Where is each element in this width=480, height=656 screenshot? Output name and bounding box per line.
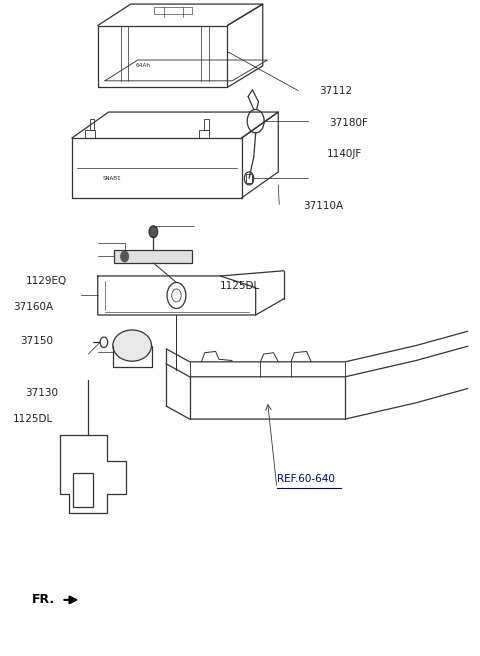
Bar: [246, 174, 252, 183]
Ellipse shape: [113, 330, 152, 361]
Circle shape: [121, 251, 128, 262]
Bar: [199, 131, 209, 138]
Bar: [90, 119, 95, 131]
Text: 37112: 37112: [319, 85, 352, 96]
Text: REF.60-640: REF.60-640: [277, 474, 335, 484]
Text: 1125DL: 1125DL: [220, 281, 261, 291]
Text: 37160A: 37160A: [13, 302, 53, 312]
Bar: [204, 119, 208, 131]
Text: 1125DL: 1125DL: [12, 414, 53, 424]
Circle shape: [149, 226, 157, 237]
Text: SNABI: SNABI: [102, 176, 121, 181]
Bar: [114, 250, 192, 263]
Bar: [73, 473, 93, 507]
Text: 1140JF: 1140JF: [326, 149, 361, 159]
Text: FR.: FR.: [32, 594, 55, 606]
Text: 64Ah: 64Ah: [135, 63, 150, 68]
Bar: [85, 131, 96, 138]
Text: 37180F: 37180F: [329, 118, 368, 128]
Text: 1129EQ: 1129EQ: [26, 276, 67, 286]
Text: 37150: 37150: [20, 336, 53, 346]
Bar: [154, 7, 192, 14]
Text: 37110A: 37110A: [303, 201, 343, 211]
Text: 37130: 37130: [24, 388, 58, 398]
